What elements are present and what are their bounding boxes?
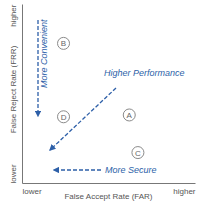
y-tick: higher <box>9 4 22 27</box>
x-axis-title: False Accept Rate (FAR) <box>64 192 152 201</box>
y-tick-label: lower <box>9 164 18 183</box>
point-label: A <box>127 111 133 120</box>
y-axis-line <box>22 5 23 184</box>
x-tick-label: higher <box>173 187 196 196</box>
annotations: More Convenient Higher Performance More Se… <box>38 19 185 175</box>
annotation: More Secure <box>105 165 157 175</box>
point-label: B <box>61 39 66 48</box>
point-label: D <box>61 113 67 122</box>
annotation-arrow <box>54 169 101 170</box>
point <box>132 147 144 159</box>
points <box>58 37 144 158</box>
y-tick-label: higher <box>9 4 18 27</box>
x-tick: higher <box>173 183 196 196</box>
y-axis: lower higher <box>9 4 23 183</box>
annotation: Higher Performance <box>104 68 185 78</box>
annotation: More Convenient <box>39 19 49 88</box>
x-tick-label: lower <box>23 187 42 196</box>
point-labels: A B C D <box>61 39 141 157</box>
x-axis-line <box>23 183 196 184</box>
point-label: C <box>135 149 141 158</box>
y-axis-title: False Reject Rate (FRR) <box>9 45 18 133</box>
point <box>58 37 70 49</box>
point <box>123 109 135 121</box>
y-tick: lower <box>9 164 22 183</box>
chart: lower higher lower higher False Accept Rate … <box>0 0 200 201</box>
annotation-arrow <box>50 88 116 150</box>
point <box>58 111 70 123</box>
x-tick: lower <box>23 183 42 196</box>
